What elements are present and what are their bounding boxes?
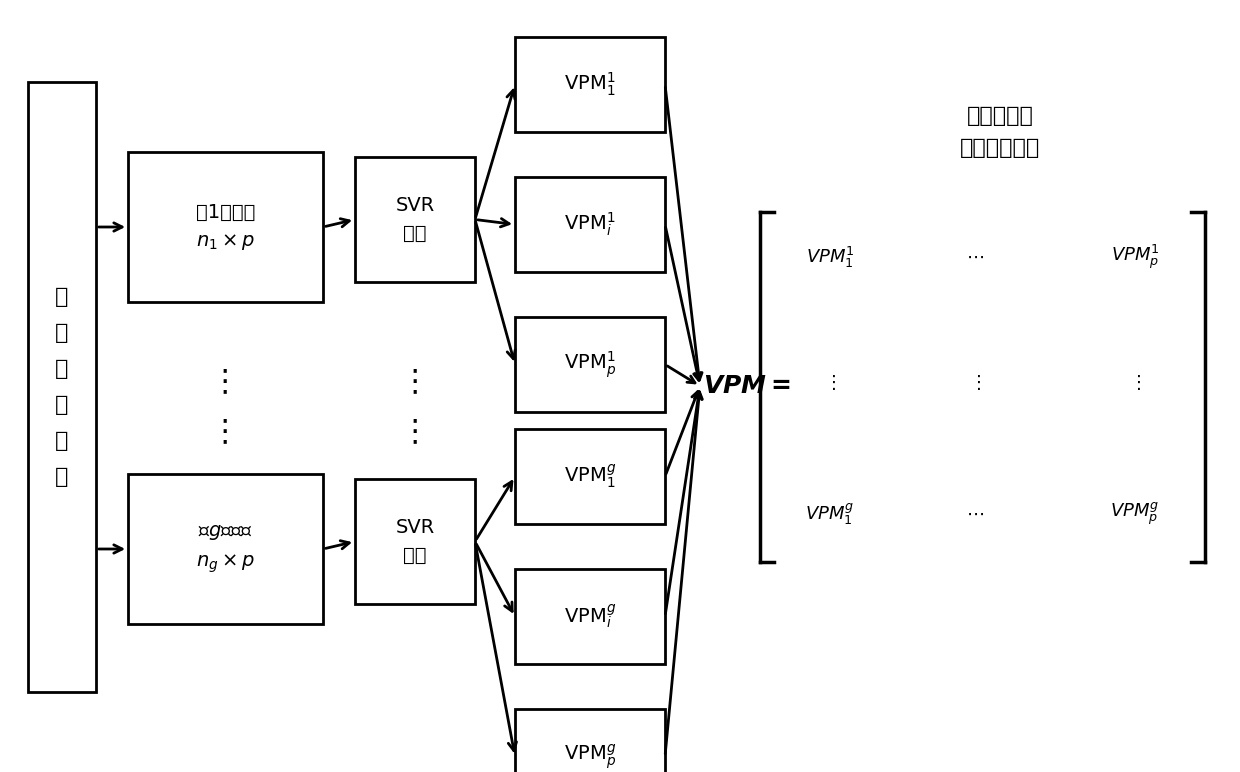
Text: $\cdots$: $\cdots$ (966, 505, 985, 523)
Text: $\vdots$: $\vdots$ (970, 373, 981, 391)
Text: SVR
回归: SVR 回归 (396, 518, 435, 565)
Text: $VPM_p^g$: $VPM_p^g$ (1110, 501, 1159, 527)
Bar (515, 569, 665, 664)
Bar (128, 152, 322, 302)
Text: $\mathrm{VPM}_p^g$: $\mathrm{VPM}_p^g$ (564, 742, 616, 771)
Bar (515, 429, 665, 524)
Text: $\bfit{VPM}=$: $\bfit{VPM}=$ (703, 374, 791, 398)
Bar (515, 37, 665, 132)
Text: 第1类故障
$n_1\times p$: 第1类故障 $n_1\times p$ (196, 202, 255, 252)
Text: 第$g$类故障
$n_g\times p$: 第$g$类故障 $n_g\times p$ (196, 523, 255, 574)
Text: $VPM_1^1$: $VPM_1^1$ (806, 245, 854, 269)
Text: $\mathrm{VPM}_p^1$: $\mathrm{VPM}_p^1$ (564, 349, 616, 380)
Text: 训
练
样
本
集
合: 训 练 样 本 集 合 (56, 287, 68, 487)
Text: $VPM_p^1$: $VPM_p^1$ (1111, 243, 1159, 271)
Bar (515, 317, 665, 412)
Text: $\mathrm{VPM}_i^g$: $\mathrm{VPM}_i^g$ (564, 602, 616, 631)
Text: ⋮: ⋮ (210, 367, 241, 397)
Text: SVR
回归: SVR 回归 (396, 196, 435, 243)
Bar (355, 479, 475, 604)
Bar (515, 177, 665, 272)
Text: $\vdots$: $\vdots$ (825, 373, 836, 391)
Bar (355, 157, 475, 282)
Text: $\cdots$: $\cdots$ (966, 248, 985, 266)
Text: ⋮: ⋮ (210, 418, 241, 446)
Text: $\mathrm{VPM}_i^1$: $\mathrm{VPM}_i^1$ (564, 211, 616, 239)
Bar (515, 709, 665, 772)
Text: ⋮: ⋮ (399, 367, 430, 397)
Text: ⋮: ⋮ (399, 418, 430, 446)
Text: $\mathrm{VPM}_1^g$: $\mathrm{VPM}_1^g$ (564, 463, 616, 490)
Bar (128, 474, 322, 624)
Text: 故障类型的
变量预测模型: 故障类型的 变量预测模型 (960, 106, 1040, 158)
Text: $\mathrm{VPM}_1^1$: $\mathrm{VPM}_1^1$ (564, 71, 616, 98)
Text: $\vdots$: $\vdots$ (1130, 373, 1141, 391)
Text: $VPM_1^g$: $VPM_1^g$ (805, 502, 854, 527)
Bar (29, 82, 95, 692)
